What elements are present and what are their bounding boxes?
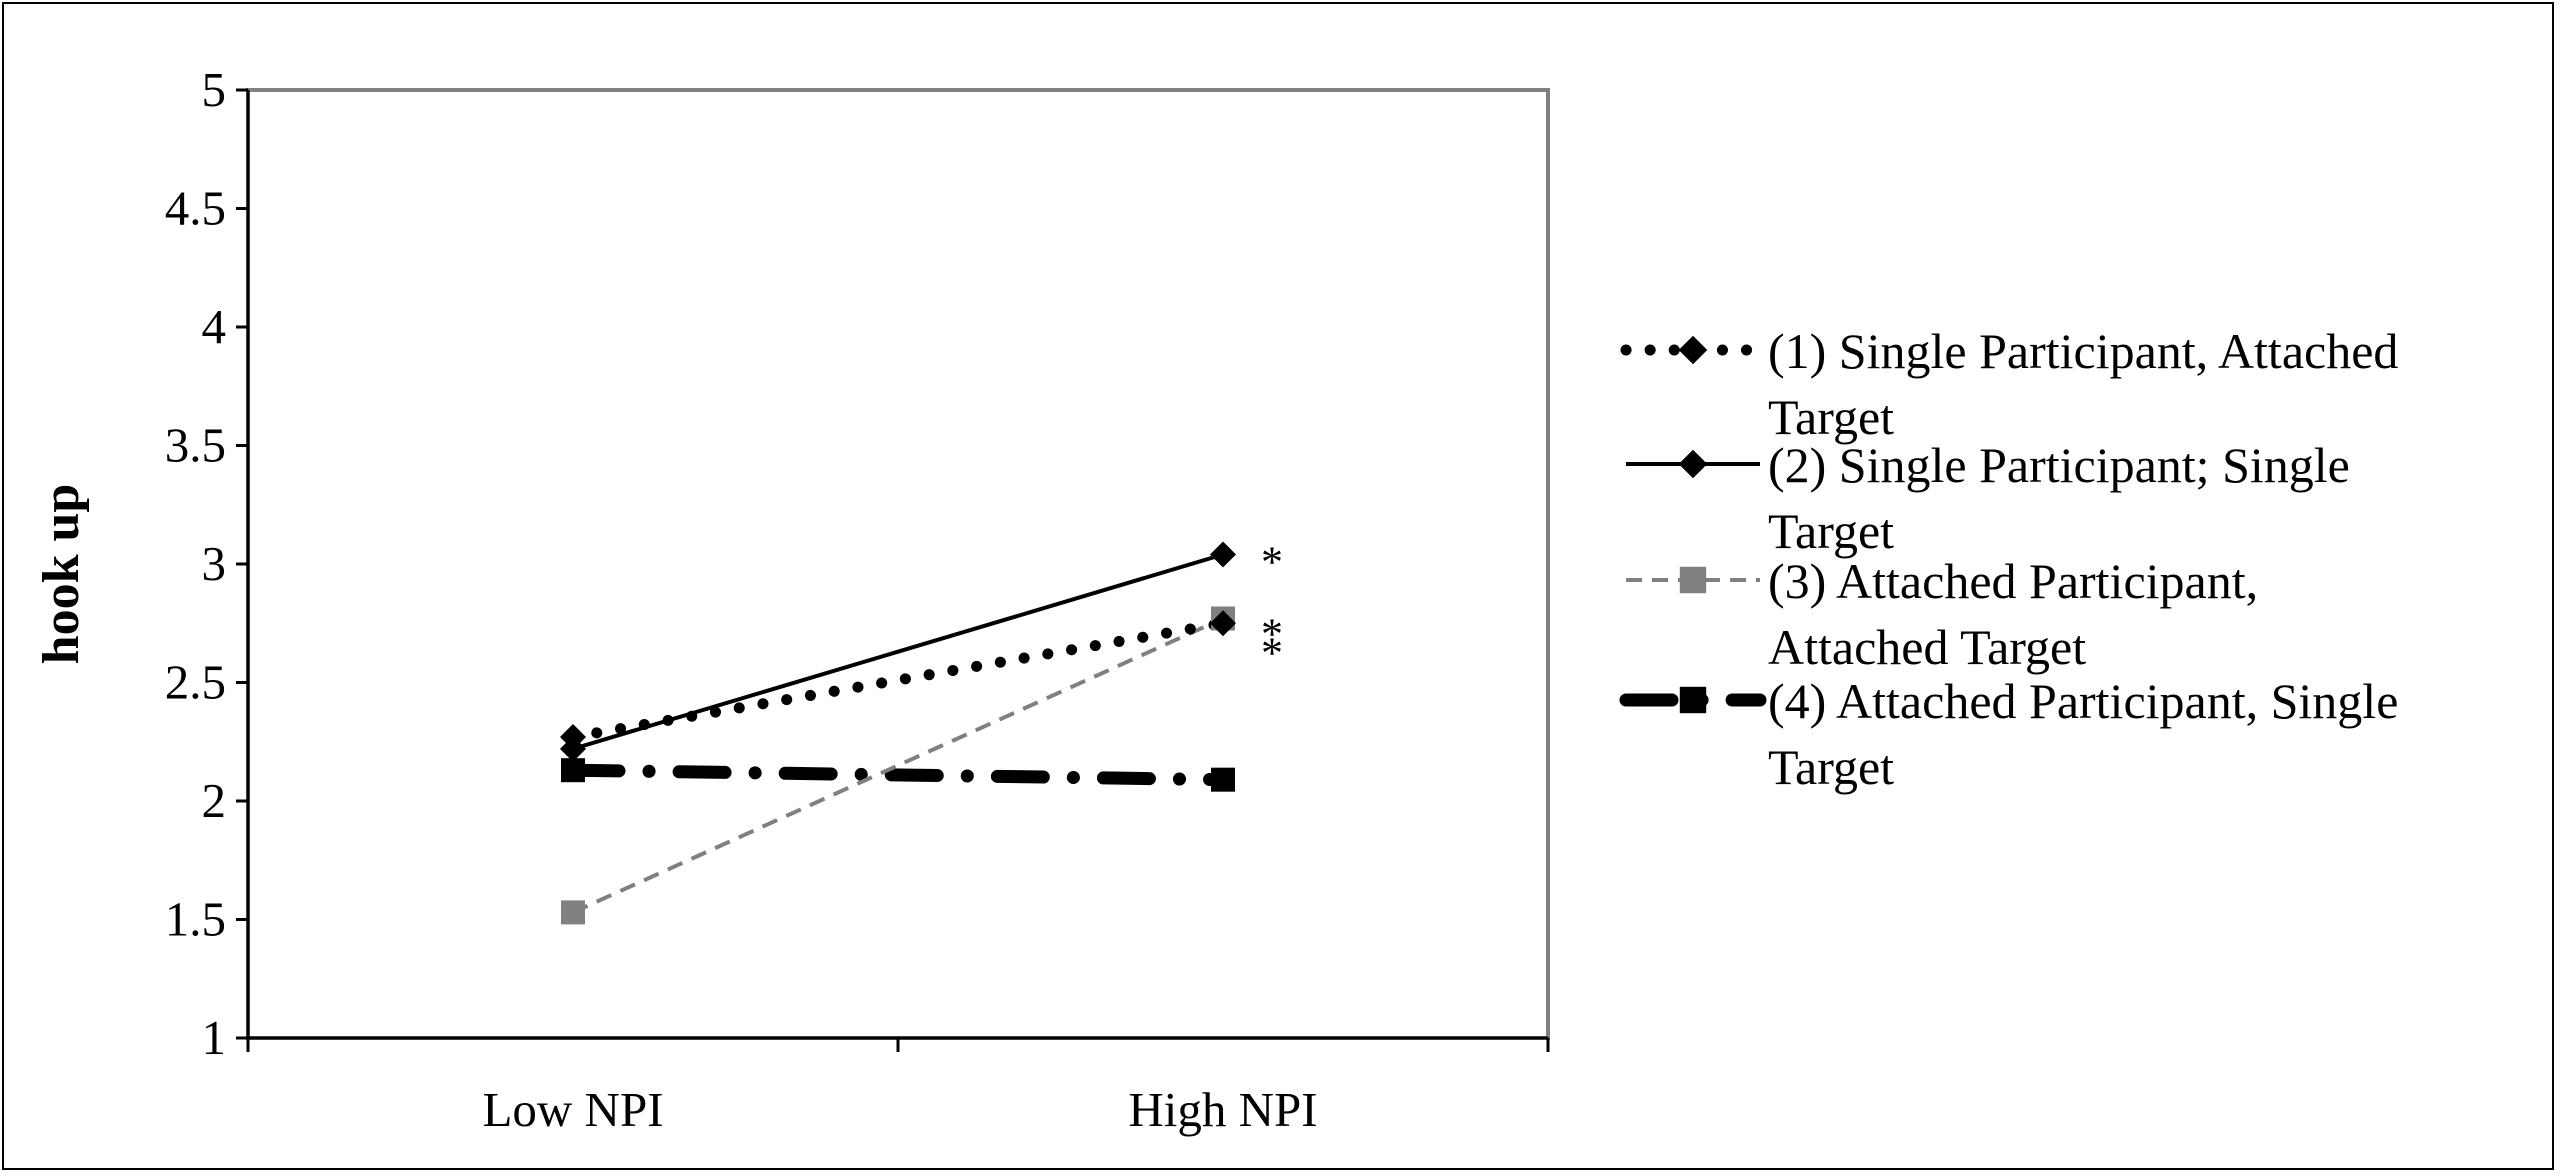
legend-label-2: Target bbox=[1768, 503, 1894, 559]
y-tick-label: 1 bbox=[202, 1010, 227, 1065]
series-line-3 bbox=[572, 616, 1224, 915]
significance-star: * bbox=[1261, 628, 1283, 677]
x-tick-label: High NPI bbox=[1128, 1082, 1317, 1137]
legend: (1) Single Participant, AttachedTarget(2… bbox=[1619, 323, 2398, 795]
y-tick-label: 4.5 bbox=[165, 181, 226, 236]
legend-label-3: (3) Attached Participant, bbox=[1768, 553, 2258, 609]
legend-marker-3 bbox=[1679, 566, 1707, 594]
y-tick-label: 2 bbox=[202, 773, 227, 828]
series-line-2 bbox=[572, 552, 1224, 751]
axes: 1 1.5 2 2.5 3 3.5 4 4.5 5 Low NPI High NPI bbox=[165, 62, 1550, 1137]
series-markers bbox=[560, 541, 1236, 925]
y-tick-label: 1.5 bbox=[165, 892, 226, 947]
data-point-series-2 bbox=[1210, 541, 1236, 568]
y-tick-label: 2.5 bbox=[165, 655, 226, 710]
series-line-1 bbox=[567, 617, 1229, 743]
series-line-4 bbox=[566, 763, 1230, 787]
legend-label-4: Target bbox=[1768, 739, 1894, 795]
y-axis-label: hook up bbox=[33, 484, 90, 665]
legend-label-4: (4) Attached Participant, Single bbox=[1768, 673, 2398, 729]
data-point-series-4 bbox=[561, 758, 585, 783]
legend-label-1: (1) Single Participant, Attached bbox=[1768, 323, 2398, 379]
series-lines bbox=[566, 552, 1230, 915]
y-tick-label: 4 bbox=[202, 299, 227, 354]
significance-star: * bbox=[1261, 538, 1283, 587]
x-tick-label: Low NPI bbox=[482, 1082, 663, 1137]
significance-star: * bbox=[1261, 610, 1283, 659]
data-point-series-3 bbox=[561, 900, 585, 925]
legend-label-2: (2) Single Participant; Single bbox=[1768, 437, 2350, 493]
y-tick-label: 3 bbox=[202, 536, 227, 591]
data-point-series-4 bbox=[1211, 767, 1235, 792]
plot-area bbox=[246, 88, 1550, 1040]
data-point-series-2 bbox=[560, 735, 586, 762]
legend-marker-2 bbox=[1678, 449, 1708, 479]
y-tick-label: 5 bbox=[202, 62, 227, 117]
legend-label-3: Attached Target bbox=[1768, 619, 2086, 675]
legend-marker-4 bbox=[1679, 686, 1707, 714]
legend-label-1: Target bbox=[1768, 389, 1894, 445]
annotations: *** bbox=[1261, 538, 1283, 678]
y-tick-label: 3.5 bbox=[165, 418, 226, 473]
data-point-series-1 bbox=[1210, 610, 1236, 637]
legend-marker-1 bbox=[1678, 335, 1708, 365]
